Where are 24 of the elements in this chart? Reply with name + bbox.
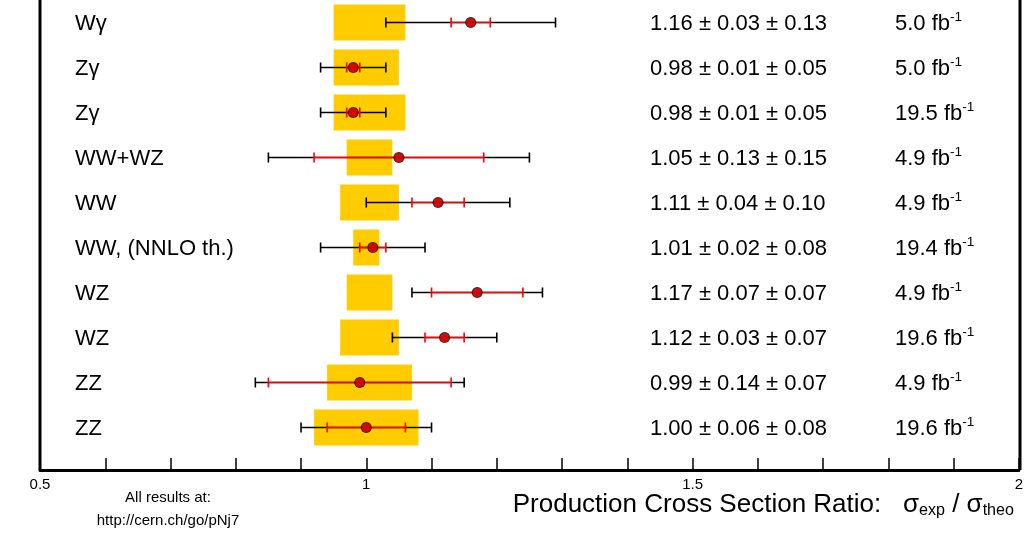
- y-tick-label: WZ: [75, 325, 110, 350]
- y-tick-label: WW, (NNLO th.): [75, 235, 234, 260]
- annotation: 1.01 ± 0.02 ± 0.08: [650, 235, 828, 260]
- annotation: 1.11 ± 0.04 ± 0.10: [650, 190, 826, 215]
- y-tick-label: WW: [75, 190, 117, 215]
- y-tick-label: WZ: [75, 280, 110, 305]
- y-tick-label: ZZ: [75, 415, 102, 440]
- annotation: 1.05 ± 0.13 ± 0.15: [650, 145, 828, 170]
- y-tick-label: WW+WZ: [75, 145, 164, 170]
- annotation: 0.98 ± 0.01 ± 0.05: [650, 100, 828, 125]
- annotation: 1.16 ± 0.03 ± 0.13: [650, 10, 828, 35]
- annotation: 1.17 ± 0.07 ± 0.07: [650, 280, 828, 305]
- text: All results at: http://cern.ch/go/pNj7: [96, 488, 240, 528]
- annotation: 1.00 ± 0.06 ± 0.08: [650, 415, 828, 440]
- annotation: 0.98 ± 0.01 ± 0.05: [650, 55, 828, 80]
- x-tick-label: 1: [362, 475, 371, 492]
- y-tick-label: ZZ: [75, 370, 102, 395]
- annotation: 1.12 ± 0.03 ± 0.07: [650, 325, 828, 350]
- x-tick-label: 2: [1014, 475, 1023, 492]
- y-tick-label: Zγ: [75, 55, 100, 80]
- x-tick-label: 0.5: [29, 475, 51, 492]
- annotation: 0.99 ± 0.14 ± 0.07: [650, 370, 828, 395]
- y-tick-label: Zγ: [75, 100, 100, 125]
- y-tick-label: Wγ: [75, 10, 107, 35]
